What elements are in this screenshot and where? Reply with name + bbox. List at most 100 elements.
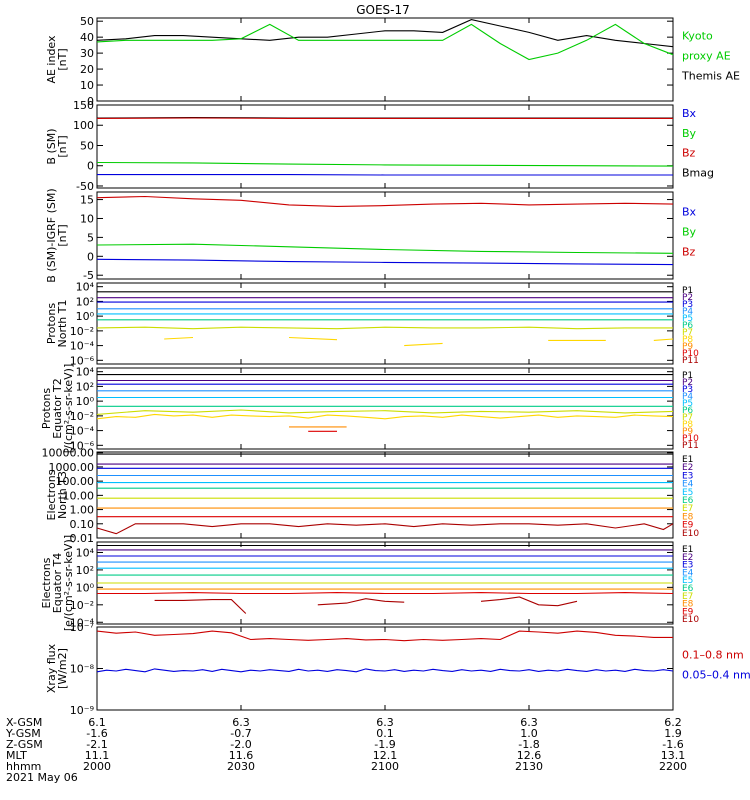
y-tick-label: 20 xyxy=(80,63,94,76)
legend-entry: P10 xyxy=(682,349,699,359)
y-axis-label: [nT] xyxy=(56,135,69,157)
legend-entry: P6 xyxy=(682,321,693,331)
y-axis-label: [nT] xyxy=(56,48,69,70)
y-tick-label: 100.00 xyxy=(56,475,95,488)
y-axis-label: Protons xyxy=(40,388,53,429)
y-tick-label: 0.10 xyxy=(70,518,95,531)
legend-entry: E7 xyxy=(682,504,693,514)
footer-value: 13.1 xyxy=(661,749,686,762)
footer-value: -1.8 xyxy=(518,738,539,751)
y-axis-label: Protons xyxy=(45,303,58,344)
footer-row-label: 2021 May 06 xyxy=(6,771,78,784)
legend-entry: P7 xyxy=(682,413,693,423)
footer-value: -2.1 xyxy=(86,738,107,751)
y-tick-label: 1.00 xyxy=(70,504,95,517)
legend-entry: P4 xyxy=(682,392,693,402)
y-axis-label: Xray flux xyxy=(45,643,58,693)
footer-value: -1.9 xyxy=(374,738,395,751)
legend-entry: P1 xyxy=(682,371,693,381)
panel-xray: 10⁻⁷ 10⁻⁸ 10⁻⁹ Xray flux[W/m2] 0.1–0.8 nm 0.0… xyxy=(45,621,750,717)
footer-value: 2030 xyxy=(227,760,255,773)
footer-value: 1.0 xyxy=(520,727,538,740)
footer-value: 6.2 xyxy=(664,716,682,729)
footer-value: 2200 xyxy=(659,760,687,773)
footer-value: 11.1 xyxy=(85,749,110,762)
y-tick-label: 100 xyxy=(73,119,94,132)
y-tick-label: 0 xyxy=(87,160,94,173)
legend-entry: P2 xyxy=(682,293,693,303)
footer-value: -2.0 xyxy=(230,738,251,751)
series-line xyxy=(96,19,674,48)
footer-value: -0.7 xyxy=(230,727,251,740)
legend-entry: Bz xyxy=(682,246,696,259)
series-segment xyxy=(288,336,338,341)
panel-ae: 50 40 30 20 10 0 AE index[nT] Kyoto proxy AE Them… xyxy=(45,15,740,108)
legend-entry: P3 xyxy=(682,300,693,310)
series-segment xyxy=(164,336,194,340)
y-tick-label: 10² xyxy=(76,295,94,308)
series-line xyxy=(96,195,674,207)
legend-entry: Themis AE xyxy=(681,70,740,83)
y-tick-label: 50 xyxy=(80,139,94,152)
y-axis-label: North T1 xyxy=(56,300,69,348)
y-tick-label: 10⁻⁴ xyxy=(70,340,95,353)
y-tick-label: 10² xyxy=(76,564,94,577)
legend-entry: 0.1–0.8 nm xyxy=(682,649,744,662)
y-tick-label: 30 xyxy=(80,47,94,60)
y-tick-label: 10⁻⁶ xyxy=(70,354,95,367)
legend-entry: By xyxy=(682,226,697,239)
y-tick-label: 10⁻² xyxy=(70,325,94,338)
legend-entry: P2 xyxy=(682,378,693,388)
series-line xyxy=(96,23,674,61)
y-tick-label: 10⁻⁴ xyxy=(70,425,95,438)
legend-entry: P11 xyxy=(682,356,699,366)
y-tick-label: 5 xyxy=(87,231,94,244)
legend-entry: P5 xyxy=(682,314,693,324)
y-tick-label: -50 xyxy=(76,180,94,193)
footer-row-label: hhmm xyxy=(6,760,41,773)
y-tick-label: -5 xyxy=(83,269,94,282)
series-line xyxy=(96,326,673,330)
y-tick-label: 10⁻² xyxy=(70,599,94,612)
y-tick-label: 15 xyxy=(80,194,94,207)
y-tick-label: 10⁻² xyxy=(70,410,94,423)
legend-entry: E10 xyxy=(682,529,699,539)
y-tick-label: 10² xyxy=(76,380,94,393)
y-tick-label: 10⁻⁷ xyxy=(70,621,94,634)
legend-entry: Bx xyxy=(682,107,697,120)
legend-entry: P7 xyxy=(682,328,693,338)
y-axis-label: AE index xyxy=(45,35,58,84)
legend-entry: P11 xyxy=(682,441,699,451)
series-line xyxy=(96,668,674,673)
legend-entry: P4 xyxy=(682,307,693,317)
footer-value: 2130 xyxy=(515,760,543,773)
legend-entry: E6 xyxy=(682,496,694,506)
y-tick-label: 50 xyxy=(80,15,94,28)
footer-value: -1.6 xyxy=(86,727,107,740)
series-segment xyxy=(317,598,405,606)
legend-entry: E8 xyxy=(682,512,694,522)
legend-entry: E3 xyxy=(682,471,693,481)
series-line xyxy=(96,258,674,266)
footer-row-label: X-GSM xyxy=(6,716,42,729)
legend-entry: E5 xyxy=(682,488,693,498)
plot-title: GOES-17 xyxy=(356,3,410,17)
series-line xyxy=(96,161,674,167)
footer-value: 6.3 xyxy=(520,716,538,729)
legend-entry: Bx xyxy=(682,206,697,219)
series-line xyxy=(96,243,674,254)
y-tick-label: 10⁻⁶ xyxy=(70,439,95,452)
y-axis-label: [nT] xyxy=(56,224,69,246)
y-axis-label: North T3 xyxy=(56,471,69,519)
legend-entry: E5 xyxy=(682,576,693,586)
legend-entry: E4 xyxy=(682,480,694,490)
y-tick-label: 10⁻⁹ xyxy=(70,704,94,717)
y-tick-label: 10 xyxy=(80,79,94,92)
legend-entry: E3 xyxy=(682,561,693,571)
y-axis-label: B (SM) xyxy=(45,128,58,164)
legend-entry: E1 xyxy=(682,545,693,555)
